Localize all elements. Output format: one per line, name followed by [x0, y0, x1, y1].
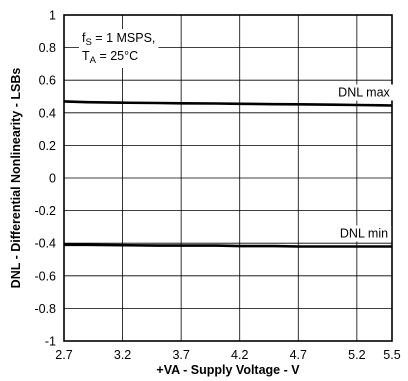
y-tick-label: 0.6 [39, 74, 56, 88]
x-tick-label: 2.7 [55, 348, 72, 362]
plot-frame [63, 14, 393, 342]
series-label-background [335, 84, 394, 101]
conditions-box [79, 29, 159, 68]
temperature-annotation: TA = 25°C [82, 49, 138, 66]
x-tick-labels: 2.7 3.2 3.7 4.2 4.7 5.2 5.5 [55, 348, 400, 362]
y-tick-label: 0.4 [39, 106, 56, 120]
x-tick-label: 4.7 [290, 348, 307, 362]
series-line-dnl-max [63, 100, 393, 107]
y-tick-label: 0 [49, 172, 56, 186]
y-tick-label: -1 [45, 335, 56, 349]
series-label: DNL max [338, 85, 390, 99]
y-tick-label: -0.6 [34, 269, 56, 283]
data-series: DNL max DNL min [63, 84, 394, 248]
x-tick-label: 3.7 [172, 348, 189, 362]
x-tick-label: 5.5 [383, 348, 400, 362]
series-label-background [336, 225, 392, 242]
x-axis-label: +VA - Supply Voltage - V [156, 363, 300, 377]
x-tick-label: 4.2 [231, 348, 248, 362]
grid-lines [64, 15, 392, 341]
y-tick-label: -0.2 [34, 204, 56, 218]
y-tick-label: 0.2 [39, 139, 56, 153]
y-tick-label: -0.8 [34, 302, 56, 316]
y-tick-label: 0.8 [39, 41, 56, 55]
y-tick-label: -0.4 [34, 237, 56, 251]
sample-rate-annotation: fS = 1 MSPS, [82, 31, 155, 48]
series-line-dnl-min [64, 243, 392, 248]
x-tick-label: 5.2 [348, 348, 365, 362]
series-label: DNL min [340, 226, 388, 240]
y-axis-label: DNL - Differential Nonlinearity - LSBs [9, 68, 23, 289]
y-tick-labels: 1 0.8 0.6 0.4 0.2 0 -0.2 -0.4 -0.6 -0.8 -1 [34, 9, 56, 349]
y-tick-label: 1 [49, 9, 56, 23]
x-tick-label: 3.2 [114, 348, 131, 362]
